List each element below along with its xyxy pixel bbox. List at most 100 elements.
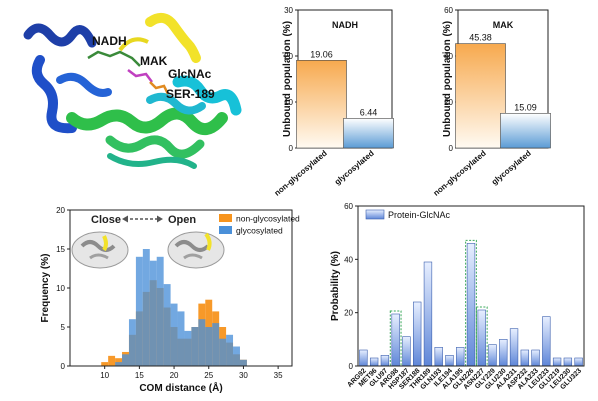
mak-bar-chart: 0 20 40 60 MAK Unbound population (%) 45.38 non… — [432, 6, 551, 198]
histogram-bar — [122, 354, 129, 366]
series-glycosylated — [115, 249, 247, 366]
x-tick-label: 35 — [274, 371, 283, 380]
close-label: Close — [91, 214, 121, 226]
bar-GLU323 — [574, 357, 583, 367]
value-label: 6.44 — [360, 107, 378, 117]
y-axis-label: Unbound population (%) — [282, 21, 293, 137]
close-arrowhead-left — [122, 215, 128, 223]
y-tick-label: 40 — [444, 52, 453, 61]
histogram-bar — [115, 362, 123, 366]
histogram-bar — [163, 284, 171, 366]
y-tick-label: 0 — [61, 362, 66, 371]
histogram-bar — [212, 323, 220, 366]
structure-label-glcnac: GlcNAc — [168, 67, 212, 81]
histogram-bar — [142, 249, 150, 366]
bar-MET96 — [369, 357, 379, 367]
bar-THR189 — [423, 261, 433, 367]
bar-GLN226 — [466, 243, 476, 367]
legend-swatch — [219, 214, 232, 222]
legend-swatch — [365, 209, 385, 220]
bar-glycosylated — [500, 112, 551, 149]
chart-title: NADH — [332, 20, 358, 30]
histogram-bar — [101, 362, 109, 366]
x-tick-label: glycosylated — [333, 149, 376, 187]
y-tick-label: 20 — [56, 206, 65, 215]
y-tick-label: 10 — [56, 284, 65, 293]
helix-green-long — [66, 107, 228, 135]
chart-title: MAK — [493, 20, 514, 30]
ligand-glcnac — [149, 81, 170, 95]
x-tick-label: non-glycosylated — [432, 149, 488, 198]
y-tick-label: 30 — [284, 6, 293, 15]
x-tick-label: 20 — [170, 371, 179, 380]
bar-ILE194 — [445, 355, 454, 367]
y-tick-label: 0 — [289, 144, 294, 153]
histogram-bar — [128, 319, 136, 366]
histogram-bar — [239, 359, 247, 366]
bar-non-glycosylated — [296, 60, 347, 149]
value-label: 45.38 — [469, 33, 492, 43]
value-label: 15.09 — [514, 102, 537, 112]
x-tick-label: 10 — [100, 371, 109, 380]
ligand-mak — [127, 69, 153, 83]
structure-label-ser189: SER-189 — [166, 87, 215, 101]
bar-GLN193 — [434, 347, 443, 367]
y-tick-label: 15 — [56, 245, 65, 254]
y-axis-label: Unbound population (%) — [442, 21, 453, 137]
bar-ASN227 — [477, 309, 486, 367]
histogram-bar — [226, 334, 234, 366]
y-tick-label: 20 — [284, 52, 293, 61]
x-tick-label: 15 — [135, 371, 144, 380]
structure-label-nadh: NADH — [92, 34, 127, 48]
protein-structure-panel: NADH MAK GlcNAc SER-189 — [23, 12, 242, 169]
y-tick-label: 0 — [449, 144, 454, 153]
histogram-bar — [149, 260, 157, 366]
bar-ARG92 — [359, 349, 368, 367]
bar-glycosylated — [343, 118, 394, 149]
ligand-nadh — [87, 50, 141, 67]
bar-ALA233 — [531, 349, 540, 367]
y-tick-label: 60 — [444, 6, 453, 15]
histogram-insets: Close Open — [71, 214, 225, 269]
histogram-bar — [170, 303, 178, 366]
histogram-bar — [184, 330, 192, 366]
bar-GLU230 — [499, 339, 508, 367]
bar-GLY229 — [488, 344, 497, 367]
legend-label: non-glycosylated — [236, 214, 300, 224]
y-tick-label: 0 — [349, 362, 354, 371]
legend-label: Protein-GlcNAc — [388, 210, 451, 220]
nadh-bar-chart: 0 10 20 30 NADH Unbound population (%) 19.06 no… — [273, 6, 394, 198]
y-tick-label: 5 — [61, 323, 66, 332]
bar-ASP232 — [520, 349, 529, 367]
histogram-bar — [233, 346, 240, 366]
protein-glcnac-probability-chart: ARG92MET96GLU97ARG98HSP187SER188THR189GL… — [330, 202, 585, 391]
open-label: Open — [168, 214, 196, 226]
helix-blue-left — [31, 55, 77, 134]
bar-LEU230 — [563, 357, 573, 367]
histogram-bar — [198, 319, 206, 366]
histogram-bar — [156, 256, 164, 366]
bar-ALA195 — [456, 347, 465, 367]
y-axis-label: Probability (%) — [330, 251, 341, 321]
helix-yellow — [145, 12, 201, 63]
strand-teal — [107, 153, 197, 169]
histogram-bar — [108, 355, 116, 366]
helix-cyan-mid — [146, 92, 206, 115]
histogram-bar — [135, 256, 143, 366]
y-tick-label: 20 — [444, 98, 453, 107]
y-tick-label: 20 — [344, 309, 353, 318]
bar-LEU233 — [542, 316, 551, 367]
helix-green-lower — [105, 135, 205, 159]
bar-SER188 — [413, 301, 422, 367]
y-axis-label: Frequency (%) — [40, 254, 51, 323]
legend-label: glycosylated — [236, 226, 283, 236]
x-axis-label: COM distance (Å) — [139, 381, 222, 394]
y-tick-label: 60 — [344, 202, 353, 211]
y-tick-label: 10 — [284, 98, 293, 107]
helix-dark-blue — [23, 23, 97, 48]
histogram-bar — [219, 338, 227, 366]
bar-ALA231 — [509, 328, 519, 367]
x-tick-label: 30 — [239, 371, 248, 380]
